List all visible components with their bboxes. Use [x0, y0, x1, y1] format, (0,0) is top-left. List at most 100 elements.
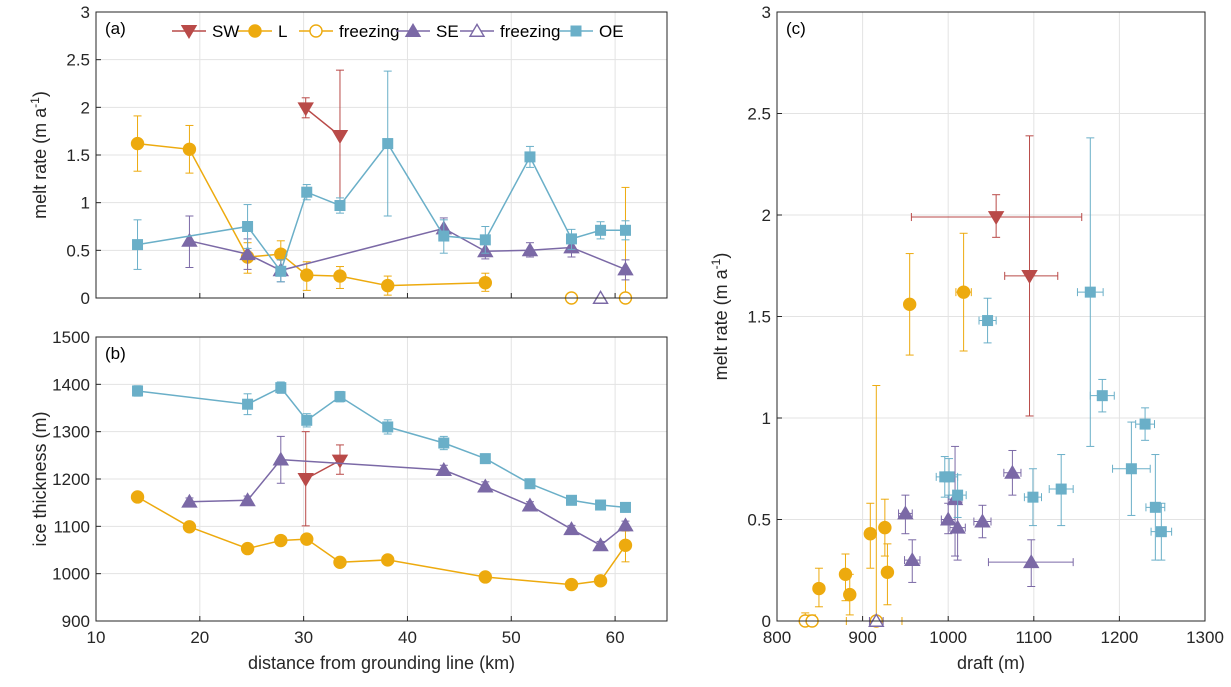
data-point-oe — [382, 138, 394, 150]
data-point-se — [897, 505, 914, 520]
y-tick-label: 0.5 — [66, 241, 90, 260]
data-point-l — [593, 574, 608, 588]
data-point-sw — [331, 454, 349, 469]
y-tick-label: 1200 — [52, 470, 90, 489]
x-tick-label: 60 — [606, 628, 625, 647]
x-tick-label: 1100 — [1016, 628, 1053, 647]
data-point-se — [272, 451, 290, 466]
data-point-l — [182, 142, 197, 156]
legend-entry-sw: SW — [172, 22, 239, 41]
legend-marker — [180, 25, 198, 40]
series-oe — [935, 137, 1173, 561]
y-tick-label: 2 — [81, 98, 90, 117]
data-point-oe — [1125, 463, 1137, 475]
legend-marker — [570, 25, 582, 37]
legend-marker — [309, 24, 323, 38]
series-se — [181, 435, 634, 552]
data-point-oe — [275, 382, 287, 394]
data-point-l — [843, 587, 857, 602]
data-point-se — [181, 493, 198, 508]
data-point-oe — [301, 186, 313, 198]
data-point-oe — [479, 234, 491, 246]
series-se-freezing — [592, 289, 609, 304]
series-line — [137, 142, 486, 287]
data-point-l — [381, 278, 395, 293]
data-point-oe — [565, 233, 577, 245]
data-point-oe — [1027, 491, 1039, 503]
legend-label: SW — [212, 22, 239, 41]
legend-entry-oe: OE — [559, 22, 624, 41]
data-point-se — [617, 261, 634, 276]
data-point-oe — [939, 471, 951, 483]
data-point-l — [333, 555, 347, 570]
data-point-oe — [438, 437, 450, 449]
data-point-l — [130, 490, 145, 504]
legend-entry-l: L — [238, 22, 287, 41]
y-axis-label: ice thickness (m) — [30, 411, 50, 546]
data-point-l — [880, 565, 895, 579]
data-point-oe — [595, 499, 607, 511]
data-point-oe — [242, 221, 254, 232]
y-tick-label: 2 — [762, 206, 771, 225]
legend-label: SE — [436, 22, 459, 41]
legend-label: freezing — [500, 22, 560, 41]
data-point-oe — [382, 421, 394, 433]
series-sw — [910, 135, 1083, 417]
data-point-oe — [1155, 526, 1167, 538]
data-point-se-freezing — [592, 289, 609, 304]
data-point-l — [564, 577, 579, 592]
x-tick-label: 10 — [87, 628, 106, 647]
data-point-l — [478, 570, 493, 584]
y-tick-label: 3 — [81, 3, 90, 22]
y-axis-label: melt rate (m a-1) — [28, 91, 50, 219]
data-point-sw — [987, 211, 1005, 226]
y-axis-label: melt rate (m a-1) — [709, 253, 731, 381]
data-point-se — [521, 497, 539, 512]
data-point-sw — [331, 129, 349, 144]
series-oe — [132, 70, 631, 283]
data-point-l — [240, 541, 255, 556]
y-tick-label: 1500 — [52, 328, 90, 347]
data-point-l — [956, 285, 971, 299]
y-tick-label: 1400 — [52, 375, 90, 394]
legend-marker — [248, 24, 262, 38]
data-point-se — [592, 537, 609, 552]
data-point-oe — [1084, 286, 1096, 298]
legend-marker — [468, 22, 486, 37]
panel-c-melt-rate-vs-draft: 800 900 1000 1100 1200 1300 0 0.5 1 1.5 2 2.5 3 draft… — [709, 3, 1224, 673]
series-l — [812, 232, 972, 616]
y-tick-label: 1.5 — [66, 146, 90, 165]
x-tick-label: 40 — [398, 628, 417, 647]
y-tick-label: 0 — [81, 289, 90, 308]
y-tick-label: 1 — [762, 409, 771, 428]
panel-label: (a) — [105, 19, 126, 38]
data-point-se-freezing — [868, 612, 885, 627]
legend-entry-l-freezing: freezing — [299, 22, 399, 41]
data-point-se — [974, 513, 991, 528]
legend-entry-se-freezing: freezing — [460, 22, 560, 41]
legend-marker — [404, 22, 422, 37]
legend-label: freezing — [339, 22, 399, 41]
data-point-l — [300, 532, 314, 546]
data-point-se — [939, 511, 957, 526]
y-tick-label: 1 — [81, 194, 90, 213]
data-point-oe — [438, 230, 450, 242]
x-axis-label: draft (m) — [957, 653, 1025, 673]
data-point-oe — [619, 501, 631, 513]
data-point-l — [902, 297, 917, 312]
data-point-oe — [479, 453, 491, 465]
data-point-oe — [334, 200, 346, 212]
legend-entry-se: SE — [396, 22, 459, 41]
data-point-oe — [334, 391, 346, 403]
x-tick-label: 800 — [763, 628, 791, 647]
y-tick-label: 0.5 — [747, 511, 771, 530]
data-point-l — [838, 567, 853, 582]
data-point-oe — [619, 224, 631, 236]
data-point-sw — [1021, 269, 1038, 284]
data-point-l — [274, 533, 288, 548]
data-point-sw — [297, 102, 314, 117]
x-tick-label: 1200 — [1100, 628, 1138, 647]
data-point-l — [182, 520, 197, 534]
